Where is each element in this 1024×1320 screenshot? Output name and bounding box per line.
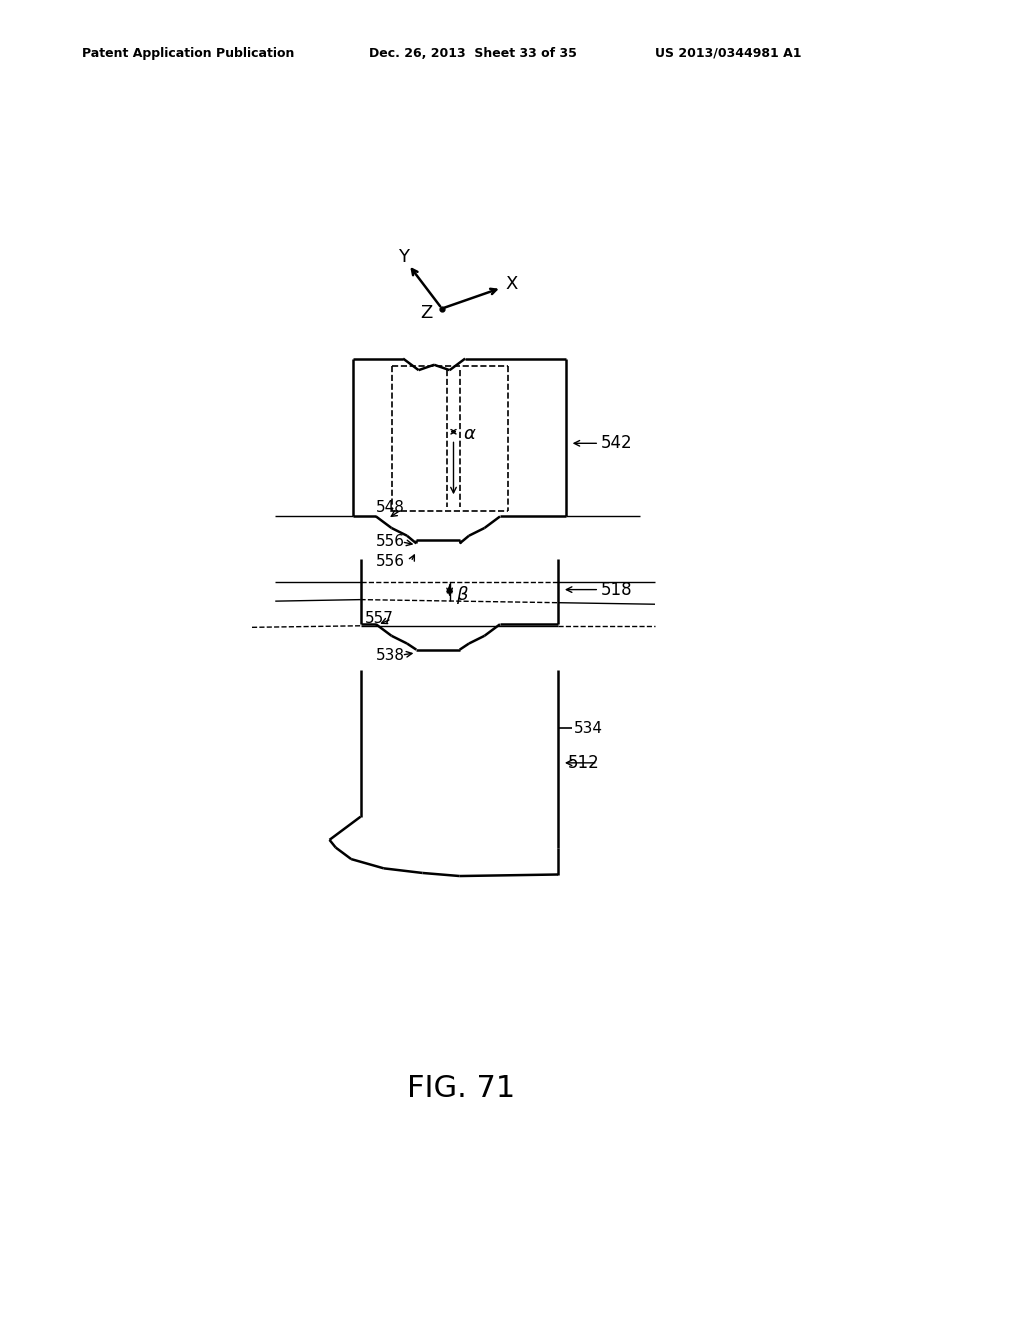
Text: 557: 557 [365,611,393,627]
Text: Dec. 26, 2013  Sheet 33 of 35: Dec. 26, 2013 Sheet 33 of 35 [369,46,577,59]
Text: X: X [506,275,518,293]
Text: 538: 538 [376,648,406,663]
Text: 542: 542 [601,434,633,453]
Text: 556: 556 [376,554,406,569]
Text: Z: Z [420,304,432,322]
Text: US 2013/0344981 A1: US 2013/0344981 A1 [655,46,802,59]
Text: Patent Application Publication: Patent Application Publication [82,46,294,59]
Text: $\alpha$: $\alpha$ [463,425,476,444]
Text: 512: 512 [568,754,600,772]
Text: 534: 534 [573,721,603,735]
Text: $\beta$: $\beta$ [456,585,469,606]
Text: 556: 556 [376,535,406,549]
Text: Y: Y [398,248,410,265]
Text: 548: 548 [376,500,404,516]
Text: FIG. 71: FIG. 71 [408,1074,515,1104]
Text: 518: 518 [601,581,633,598]
